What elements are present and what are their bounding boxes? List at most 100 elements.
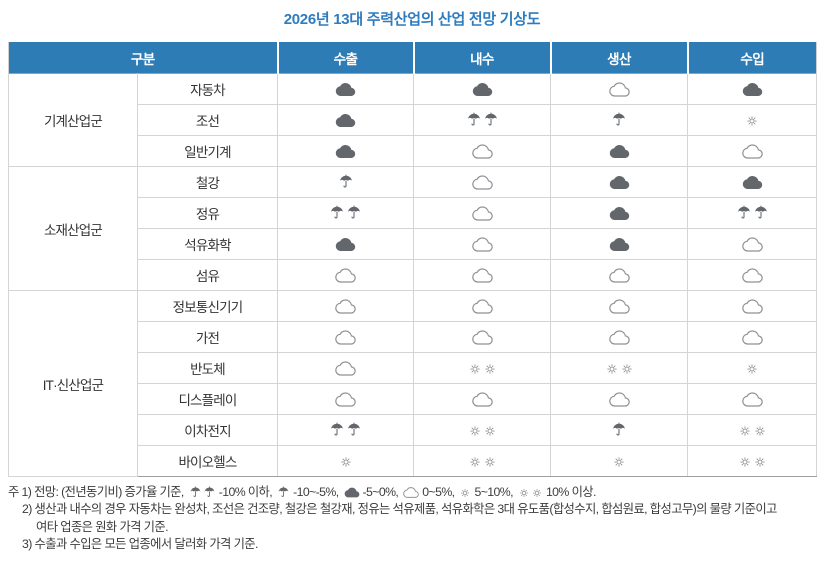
forecast-cell-domestic [413,383,551,415]
header-row: 구분 수출 내수 생산 수입 [8,42,817,74]
forecast-cell-import [687,166,817,198]
forecast-cell-export [277,290,414,322]
footnote-3: 3) 수출과 수입은 모든 업종에서 달러화 가격 기준. [22,537,258,552]
weather-icon [742,144,763,159]
forecast-cell-production [550,73,688,105]
forecast-cell-production [550,352,688,384]
footnotes: 주 1) 전망: (전년동기비) 증가율 기준, -10% 이하, -10~-5… [8,484,816,554]
weather-icon [605,362,634,376]
weather-icon [472,175,493,190]
forecast-cell-domestic [413,104,551,136]
weather-icon [339,455,353,469]
forecast-cell-domestic [413,73,551,105]
table-row-automobile: 기계산업군 자동차 [8,73,817,167]
col-header-import: 수입 [686,42,817,74]
forecast-cell-export [277,321,414,353]
legend-label: -10~-5%, [293,485,339,499]
weather-icon [472,237,493,252]
footnote-1: 주 1) 전망: (전년동기비) 증가율 기준, -10% 이하, -10~-5… [8,484,816,501]
legend-item: -10~-5%, [277,484,339,501]
industry-name: 디스플레이 [137,383,278,415]
legend-item: 0~5%, [403,484,455,501]
legend-umbrella1-icon [277,486,290,499]
table-row-oil-refining: 정유 [9,197,817,229]
forecast-cell-import [687,197,817,229]
col-header-category: 구분 [8,42,278,74]
weather-icon [472,330,493,345]
footnote-1-text: 주 1) 전망: (전년동기비) 증가율 기준, [8,485,184,499]
weather-icon [745,362,759,376]
weather-icon [472,392,493,407]
forecast-cell-domestic [413,197,551,229]
industry-name: 이차전지 [137,414,278,446]
forecast-table: 구분 수출 내수 생산 수입 기계산업군 자동차 조선 [8,42,817,477]
weather-icon [609,144,630,159]
industry-name: 가전 [137,321,278,353]
table-row-petrochemical: 석유화학 [9,228,817,260]
industry-name: 철강 [137,166,278,198]
forecast-cell-export [277,135,414,167]
forecast-cell-domestic [413,414,551,446]
group-label-machinery: 기계산업군 [8,73,138,167]
forecast-cell-production [550,104,688,136]
forecast-cell-export [277,259,414,291]
legend-item: 5~10%, [459,484,514,501]
industry-name: 섬유 [137,259,278,291]
forecast-cell-domestic [413,321,551,353]
weather-icon [335,299,356,314]
forecast-cell-domestic [413,445,551,477]
weather-icon [472,206,493,221]
forecast-cell-export [277,383,414,415]
group-label-it-new: IT·신산업군 [8,290,138,477]
forecast-cell-import [687,259,817,291]
weather-icon [742,330,763,345]
legend-label: 0~5%, [422,485,455,499]
weather-icon [742,82,763,97]
col-header-domestic: 내수 [412,42,551,74]
table-row-display: 디스플레이 [9,383,817,415]
forecast-cell-production [550,383,688,415]
forecast-cell-import [687,73,817,105]
forecast-cell-import [687,290,817,322]
legend-umbrella2-icon [189,486,216,499]
forecast-cell-export [277,228,414,260]
table-row-ict-devices: IT·신산업군 정보통신기기 [8,290,817,477]
forecast-cell-export [277,414,414,446]
legend-dark-cloud-icon [344,487,360,498]
forecast-cell-production [550,259,688,291]
industry-name: 정보통신기기 [137,290,278,322]
forecast-cell-export [277,166,414,198]
legend-label: -10% 이하, [218,485,273,499]
industry-name: 일반기계 [137,135,278,167]
weather-icon [335,392,356,407]
forecast-cell-import [687,228,817,260]
weather-icon [736,205,769,221]
weather-icon [742,237,763,252]
weather-icon [468,455,497,469]
weather-icon [335,113,356,128]
forecast-cell-production [550,321,688,353]
forecast-cell-domestic [413,259,551,291]
weather-icon [745,114,759,128]
weather-icon [466,112,499,128]
weather-icon [609,392,630,407]
weather-icon [611,422,627,438]
weather-icon [611,112,627,128]
forecast-cell-export [277,104,414,136]
weather-icon [472,144,493,159]
weather-icon [472,268,493,283]
page-title: 2026년 13대 주력산업의 산업 전망 기상도 [283,11,541,28]
industry-name: 자동차 [137,73,278,105]
weather-icon [609,206,630,221]
weather-icon [742,268,763,283]
forecast-cell-export [277,352,414,384]
legend-light-cloud-icon [403,487,419,498]
industry-name: 정유 [137,197,278,229]
forecast-cell-domestic [413,135,551,167]
forecast-cell-import [687,104,817,136]
forecast-cell-import [687,321,817,353]
legend-label: 10% 이상. [545,485,596,499]
legend-item: -5~0%, [344,484,399,501]
forecast-cell-import [687,445,817,477]
table-row-steel: 소재산업군 철강 [8,166,817,291]
